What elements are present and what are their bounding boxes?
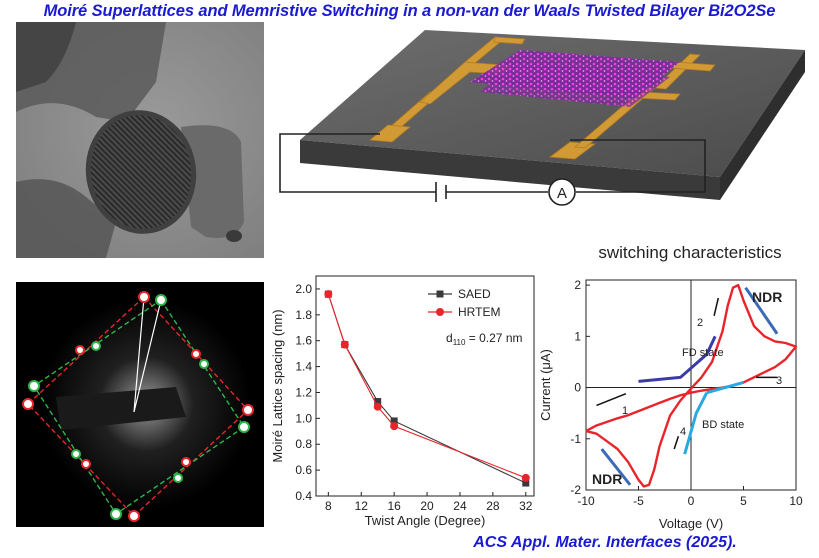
step-label-1: 1	[622, 405, 628, 417]
point-saed	[374, 398, 382, 406]
legend-1: SAED HRTEM	[428, 287, 500, 319]
ndr-arrow-top	[744, 286, 779, 335]
ndr-label-bottom: NDR	[592, 471, 622, 487]
fd-state-arrow	[638, 335, 717, 383]
y-tick-label-1: 1.0	[295, 411, 312, 425]
y-axis-label-2: Current (μA)	[538, 349, 553, 421]
x-tick-label-1: 8	[325, 499, 332, 513]
legend-marker	[436, 308, 444, 316]
x-tick-label-1: 24	[453, 499, 467, 513]
point-hrtem	[324, 290, 333, 299]
substrate-side	[300, 140, 720, 200]
x-tick-label-2: -5	[633, 494, 644, 508]
x-axis-label-1: Twist Angle (Degree)	[365, 513, 486, 528]
y-tick-label-1: 0.8	[295, 437, 312, 451]
step-label-4: 4	[680, 426, 686, 438]
legend-label-hrtem: HRTEM	[458, 305, 500, 319]
ndr-label-top: NDR	[752, 289, 782, 305]
point-hrtem	[521, 473, 530, 482]
sweep-arrow-1	[596, 393, 627, 407]
x-tick-label-2: 5	[740, 494, 747, 508]
point-hrtem	[373, 402, 382, 411]
step-label-3: 3	[776, 375, 782, 387]
x-axis-label-2: Voltage (V)	[659, 516, 723, 531]
point-hrtem	[390, 422, 399, 431]
step-label-2: 2	[697, 317, 703, 329]
plot-frame-1	[315, 275, 535, 497]
y-tick-label-2: -2	[570, 483, 581, 497]
sweep-arrow-4	[673, 435, 680, 450]
ammeter-label: A	[557, 185, 567, 202]
iv-hysteresis-loop	[585, 283, 798, 488]
sweep-arrow-2	[713, 297, 720, 317]
fd-state-label: FD state	[682, 347, 724, 359]
bd-state-arrow	[683, 391, 709, 455]
x-tick-label-2: 10	[789, 494, 803, 508]
diffraction-spots	[22, 291, 254, 522]
figure-title: Moiré Superlattices and Memristive Switc…	[43, 2, 776, 20]
bd-state-label: BD state	[702, 419, 744, 431]
y-tick-label-2: 0	[574, 381, 581, 395]
moire-spacing-chart: 8 12 16 20 24 28 32 0.4 0.6 0.8 1.0 1.2 1.4 1.6 1.8 2.…	[270, 275, 535, 528]
y-tick-label-1: 1.4	[295, 360, 312, 374]
point-saed	[390, 417, 398, 425]
x-tick-label-1: 16	[387, 499, 401, 513]
circuit-wires	[279, 133, 706, 202]
ndr-arrow-bottom	[600, 448, 632, 486]
y-tick-label-1: 1.8	[295, 308, 312, 322]
bd-state-arrow-right	[706, 380, 744, 395]
x-tick-label-1: 12	[355, 499, 369, 513]
journal-citation: ACS Appl. Mater. Interfaces (2025).	[473, 534, 737, 551]
switching-iv-chart: switching characteristics -10 -5 0 5 10 -2-1…	[538, 243, 803, 531]
x-tick-label-2: 0	[688, 494, 695, 508]
y-tick-label-2: 2	[574, 278, 581, 292]
y-tick-label-1: 2.0	[295, 282, 312, 296]
legend-marker	[436, 290, 444, 298]
chart-title-2: switching characteristics	[598, 243, 781, 262]
y-tick-label-1: 0.4	[295, 489, 312, 503]
hrtem-micrograph	[16, 22, 264, 258]
point-hrtem	[340, 340, 349, 349]
x-tick-label-2: -10	[577, 494, 595, 508]
point-saed	[522, 479, 530, 487]
device-schematic: A	[279, 30, 805, 206]
x-tick-label-1: 28	[486, 499, 500, 513]
red-reciprocal-lattice	[27, 296, 249, 517]
y-tick-label-1: 1.2	[295, 385, 312, 399]
y-tick-label-1: 0.6	[295, 463, 312, 477]
beam-stopper	[56, 387, 186, 430]
x-tick-label-1: 32	[519, 499, 533, 513]
y-axis-label-1: Moiré Lattice spacing (nm)	[270, 309, 285, 462]
saed-pattern	[16, 282, 264, 527]
d110-annotation: d110 = 0.27 nm	[446, 331, 523, 347]
y-tick-label-2: 1	[574, 329, 581, 343]
x-tick-label-1: 20	[420, 499, 434, 513]
legend-label-saed: SAED	[458, 287, 491, 301]
y-tick-label-1: 1.6	[295, 334, 312, 348]
ammeter-icon	[548, 178, 576, 206]
y-tick-label-2: -1	[570, 432, 581, 446]
